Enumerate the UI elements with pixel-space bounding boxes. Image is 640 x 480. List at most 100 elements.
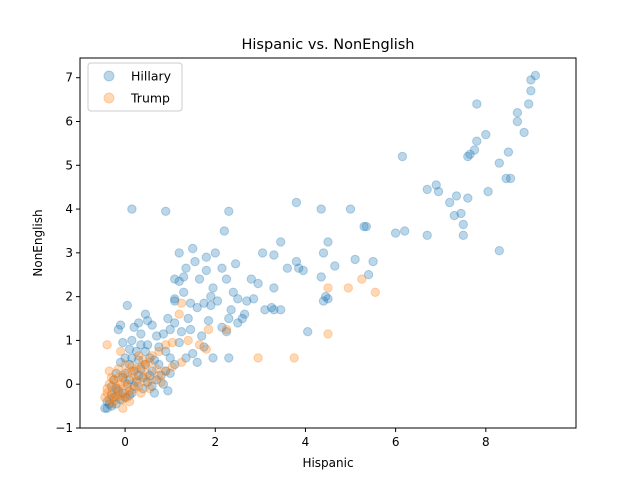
point-hillary-157 [138, 383, 148, 394]
point-trump-3 [323, 283, 333, 293]
point-hillary-108 [170, 318, 180, 328]
point-hillary-27 [390, 228, 401, 238]
point-trump-68 [106, 372, 117, 383]
point-trump-11 [183, 335, 193, 346]
point-trump-2 [343, 283, 353, 293]
point-trump-7 [221, 324, 232, 335]
point-trump-49 [113, 383, 124, 394]
point-hillary-77 [190, 256, 200, 267]
point-hillary-48 [321, 291, 331, 302]
point-hillary-46 [318, 248, 329, 258]
x-tick-label: 8 [482, 435, 490, 449]
point-trump-64 [136, 388, 146, 398]
point-hillary-137 [170, 359, 180, 370]
point-trump-57 [102, 388, 112, 398]
point-hillary-177 [142, 377, 153, 387]
y-tick-label: 0 [65, 377, 73, 391]
y-tick-label: 1 [65, 333, 73, 347]
point-hillary-131 [181, 353, 191, 363]
point-trump-45 [129, 372, 139, 383]
point-hillary-51 [303, 327, 313, 337]
point-trump-28 [102, 383, 112, 394]
point-hillary-135 [208, 353, 218, 363]
chart-title: Hispanic vs. NonEnglish [242, 37, 415, 53]
point-trump-52 [142, 368, 153, 378]
point-hillary-115 [136, 329, 146, 339]
point-hillary-144 [124, 359, 135, 370]
point-hillary-13 [503, 147, 514, 157]
point-hillary-138 [161, 366, 171, 376]
point-hillary-57 [269, 250, 279, 260]
point-hillary-183 [127, 353, 137, 363]
point-trump-70 [113, 364, 124, 374]
point-hillary-150 [131, 377, 142, 387]
point-hillary-73 [217, 263, 227, 273]
point-hillary-59 [269, 283, 279, 293]
point-hillary-184 [118, 337, 128, 348]
legend-box [87, 62, 183, 112]
point-trump-69 [120, 359, 130, 370]
point-hillary-17 [483, 186, 493, 197]
point-hillary-25 [422, 184, 432, 195]
legend-marker-trump [103, 92, 115, 104]
legend-label-hillary: Hillary [131, 69, 172, 84]
point-hillary-173 [129, 381, 139, 392]
point-hillary-50 [323, 294, 333, 304]
point-hillary-104 [185, 324, 196, 335]
point-trump-58 [104, 366, 115, 376]
point-hillary-182 [136, 364, 146, 374]
point-hillary-87 [185, 298, 196, 308]
point-hillary-149 [124, 375, 135, 385]
point-trump-21 [131, 364, 142, 374]
x-axis: 0 2 4 6 8 [121, 428, 490, 449]
point-trump-6 [253, 353, 263, 363]
point-trump-41 [161, 366, 171, 376]
point-hillary-170 [109, 392, 119, 402]
point-hillary-124 [136, 340, 146, 350]
point-hillary-75 [201, 252, 212, 262]
point-trump-33 [115, 390, 126, 400]
point-hillary-133 [192, 357, 202, 367]
point-trump-34 [120, 388, 130, 398]
point-hillary-158 [127, 388, 137, 398]
point-hillary-118 [122, 300, 133, 311]
point-hillary-94 [212, 296, 223, 306]
point-hillary-126 [145, 353, 155, 363]
point-hillary-121 [127, 335, 137, 346]
point-trump-63 [122, 392, 133, 402]
point-hillary-80 [181, 263, 191, 273]
point-hillary-91 [170, 274, 180, 284]
point-hillary-16 [505, 173, 516, 184]
point-hillary-147 [111, 368, 121, 378]
point-trump-18 [145, 357, 155, 367]
point-hillary-136 [224, 353, 234, 363]
point-hillary-67 [242, 296, 252, 306]
point-hillary-169 [124, 390, 135, 400]
y-tick-label: 3 [65, 246, 73, 260]
x-tick-label: 2 [211, 435, 219, 449]
x-tick-label: 6 [392, 435, 400, 449]
point-trump-20 [136, 362, 146, 372]
point-hillary-103 [197, 331, 207, 341]
point-hillary-60 [266, 302, 277, 313]
point-hillary-45 [323, 237, 333, 247]
point-hillary-98 [224, 313, 234, 324]
y-tick-label: 5 [65, 158, 73, 172]
point-hillary-185 [140, 346, 151, 357]
point-hillary-161 [106, 390, 117, 400]
point-hillary-58 [257, 248, 268, 258]
point-trump-22 [127, 362, 137, 372]
point-hillary-10 [465, 149, 475, 160]
x-axis-label: Hispanic [302, 456, 353, 470]
point-hillary-28 [422, 230, 432, 241]
point-hillary-53 [291, 256, 302, 267]
point-hillary-181 [120, 368, 130, 378]
point-hillary-159 [118, 388, 128, 398]
point-hillary-179 [156, 370, 166, 381]
point-trump-8 [203, 324, 214, 335]
point-hillary-6 [519, 127, 529, 138]
point-hillary-12 [481, 129, 491, 140]
point-hillary-163 [100, 403, 110, 413]
point-hillary-18 [463, 193, 473, 203]
